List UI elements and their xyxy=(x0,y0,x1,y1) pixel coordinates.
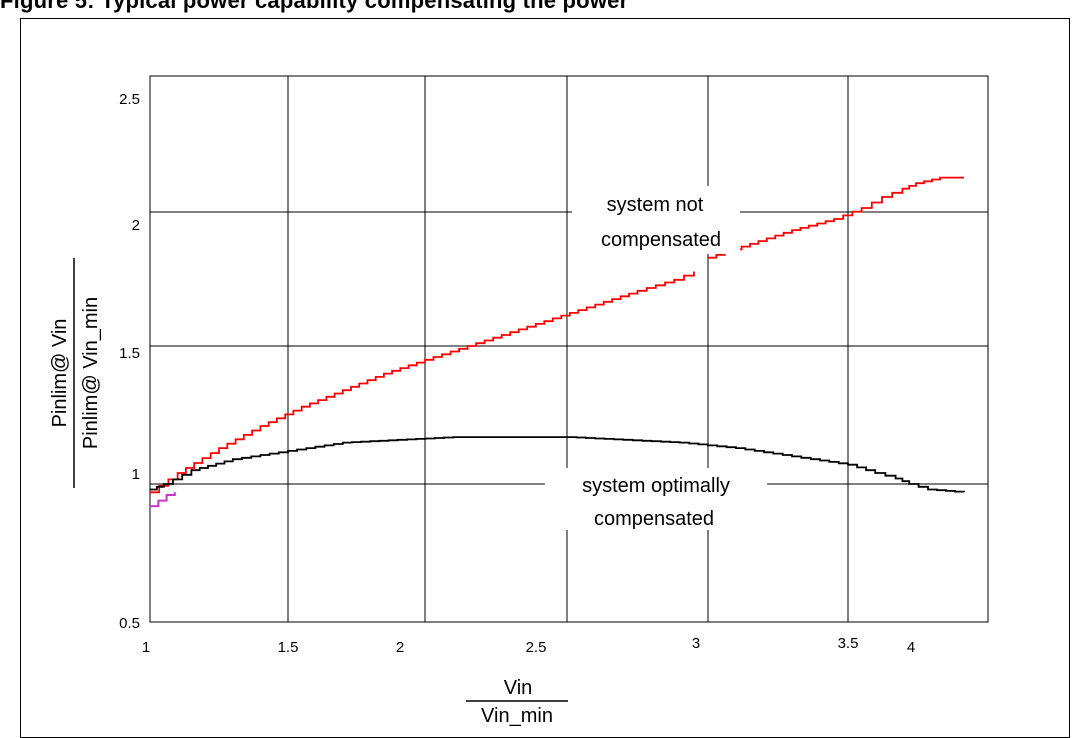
annotation-not-compensated-line2: compensated xyxy=(601,229,721,251)
series-line-magenta-stub-seg0 xyxy=(150,492,176,508)
x-tick-label: 2.5 xyxy=(526,639,547,656)
series-line-not-compensated-seg1 xyxy=(708,176,964,259)
y-axis-label-numerator: Pinlim@ Vin xyxy=(49,319,71,428)
x-tick-label: 2 xyxy=(396,639,404,656)
x-tick-label: 3.5 xyxy=(838,635,859,652)
annotation-bg-not-compensated xyxy=(572,186,740,254)
plot-area xyxy=(149,75,989,623)
tick-labels: 1 1.5 2 2.5 3 3.5 40.511.522.5 xyxy=(119,91,915,656)
x-tick-label: 1 xyxy=(142,639,150,656)
y-tick-label: 2 xyxy=(132,217,140,234)
y-tick-label: 0.5 xyxy=(119,615,140,632)
x-tick-label: 3 xyxy=(692,635,700,652)
y-tick-label: 1.5 xyxy=(119,345,140,362)
x-axis-label-numerator: Vin xyxy=(504,677,533,699)
grid-lines xyxy=(150,76,988,622)
y-axis-label-denominator: Pinlim@ Vin_min xyxy=(80,297,102,449)
x-tick-label: 1.5 xyxy=(278,639,299,656)
y-tick-label: 1 xyxy=(132,466,140,483)
annotation-optimally-line1: system optimally xyxy=(582,475,730,497)
annotation-not-compensated-line1: system not xyxy=(607,194,704,216)
x-tick-label: 4 xyxy=(907,639,915,656)
series-line-optimally-compensated-seg0 xyxy=(150,436,965,493)
series-group xyxy=(150,176,965,508)
series-line-not-compensated-seg0 xyxy=(150,271,695,494)
annotation-bg-optimally xyxy=(545,468,767,530)
y-tick-label: 2.5 xyxy=(119,91,140,108)
page-title: Figure 5: Typical power capability compe… xyxy=(0,0,629,13)
annotation-optimally-line2: compensated xyxy=(594,508,714,530)
x-axis-label-denominator: Vin_min xyxy=(481,705,553,727)
